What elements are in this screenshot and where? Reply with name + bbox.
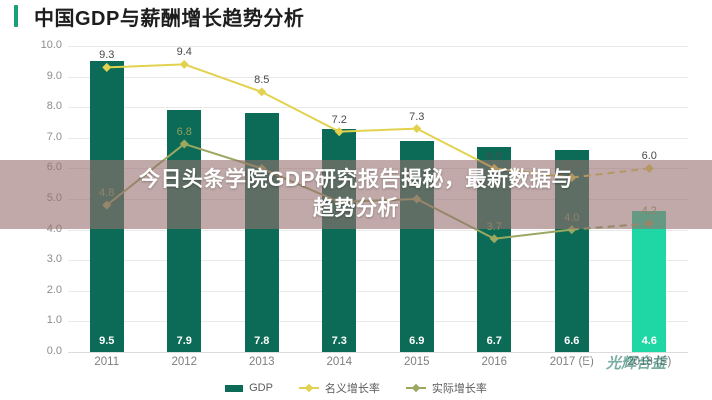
bar-value-label: 7.3	[331, 335, 347, 347]
point-value-label: 9.4	[176, 46, 192, 59]
bar-value-label: 9.5	[99, 335, 115, 347]
bird-icon	[580, 354, 602, 372]
bar[interactable]: 7.8	[244, 113, 279, 352]
source-watermark: 光辉合益	[580, 352, 666, 373]
y-tick-label: 3.0	[46, 253, 62, 266]
gridline	[68, 290, 688, 292]
point-value-label: 6.0	[486, 150, 502, 163]
legend-label: GDP	[249, 382, 273, 394]
legend-item[interactable]: 名义增长率	[298, 380, 380, 396]
bar-value-label: 7.9	[176, 335, 192, 347]
x-tick-label: 2016	[481, 356, 508, 368]
x-tick-label: 2014	[326, 356, 353, 368]
chart-title-row: 中国GDP与薪酬增长趋势分析	[0, 0, 712, 32]
legend-label: 实际增长率	[431, 383, 487, 395]
overlay-line-1: 今日头条学院GDP研究报告揭秘，最新数据与	[138, 168, 573, 192]
y-tick-label: 9.0	[46, 69, 62, 82]
point-value-label: 6.0	[641, 150, 657, 163]
x-tick-label: 2015	[403, 356, 430, 368]
data-point-marker[interactable]	[257, 87, 267, 97]
bar[interactable]: 7.9	[167, 110, 202, 352]
title-accent-bar	[14, 5, 18, 27]
gridline	[68, 321, 688, 323]
x-tick-label: 2013	[248, 356, 275, 368]
y-tick-label: 8.0	[46, 100, 62, 113]
point-value-label: 6.8	[176, 125, 192, 138]
legend-line-swatch	[298, 383, 319, 393]
bar-value-label: 6.6	[564, 335, 580, 347]
overlay-caption: 今日头条学院GDP研究报告揭秘，最新数据与 趋势分析	[0, 160, 712, 229]
bar-value-label: 7.8	[254, 335, 270, 347]
gridline	[68, 76, 688, 78]
x-tick-label: 2012	[171, 356, 198, 368]
legend-line-swatch	[405, 383, 426, 393]
gridline	[68, 137, 688, 139]
gridline	[68, 260, 688, 262]
x-tick-label: 2018 (E)	[627, 356, 672, 368]
point-value-label: 7.2	[331, 113, 347, 126]
data-point-marker[interactable]	[412, 124, 422, 134]
y-tick-label: 2.0	[46, 283, 62, 296]
x-tick-label: 2011	[94, 356, 120, 368]
legend-item[interactable]: GDP	[225, 382, 273, 394]
legend-label: 名义增长率	[324, 383, 380, 395]
bar-value-label: 6.7	[486, 335, 502, 347]
chart-legend: GDP 名义增长率 实际增长率	[0, 380, 712, 396]
y-tick-label: 0.0	[46, 345, 62, 357]
gridline	[68, 46, 688, 47]
data-point-marker[interactable]	[179, 59, 189, 69]
legend-item[interactable]: 实际增长率	[405, 380, 487, 396]
y-tick-label: 10.0	[40, 39, 62, 51]
y-tick-label: 1.0	[46, 314, 62, 327]
bar-value-label: 6.9	[409, 335, 425, 347]
legend-bar-swatch	[225, 384, 244, 392]
overlay-band	[0, 160, 712, 229]
page-title: 中国GDP与薪酬增长趋势分析	[34, 7, 305, 30]
gridline	[68, 107, 688, 109]
bar-value-label: 4.6	[641, 335, 657, 347]
gridline	[68, 229, 688, 231]
bar[interactable]: 4.6	[632, 211, 667, 352]
y-tick-label: 7.0	[46, 130, 62, 143]
watermark-text: 光辉合益	[606, 355, 667, 372]
overlay-line-2: 趋势分析	[313, 196, 399, 220]
point-value-label: 7.3	[409, 110, 425, 123]
point-value-label: 9.3	[99, 49, 115, 62]
point-value-label: 8.5	[254, 73, 270, 86]
gridline	[68, 352, 688, 353]
